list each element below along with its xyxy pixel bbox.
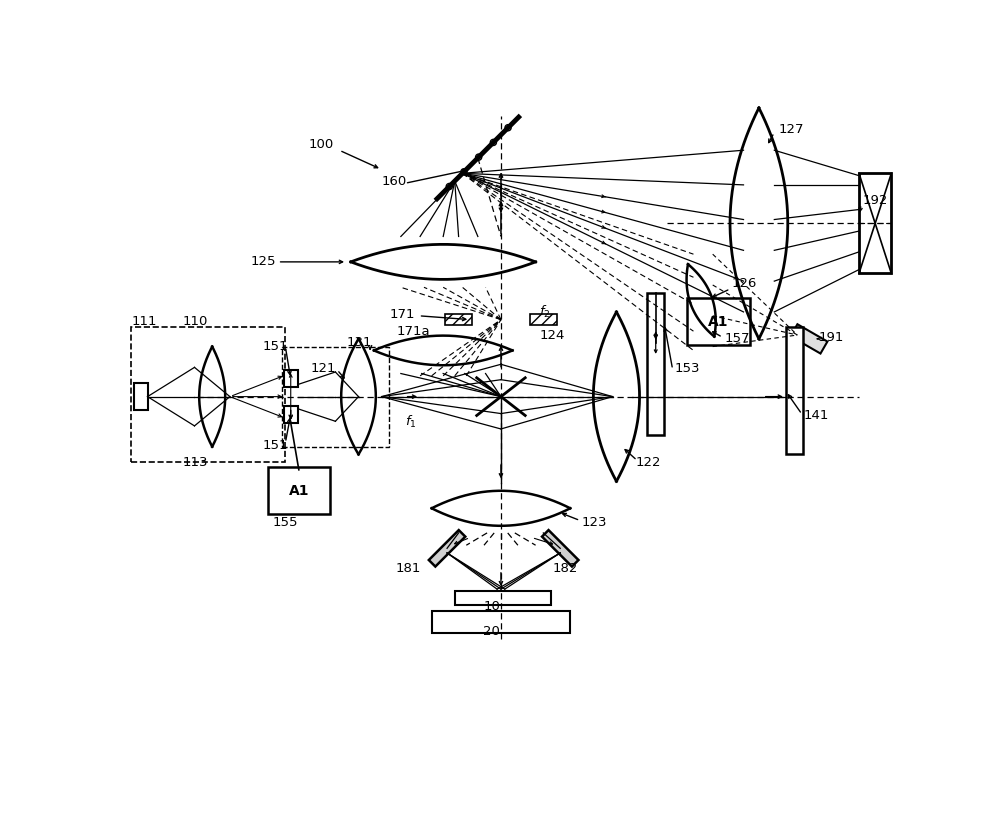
Bar [284,371,298,387]
Bar [647,293,664,435]
Bar [859,173,891,274]
Text: 113: 113 [183,455,208,469]
Text: 10: 10 [483,600,500,613]
Text: 111: 111 [131,316,157,329]
Polygon shape [790,324,827,353]
Text: 171a: 171a [397,325,431,338]
Text: 153: 153 [674,362,700,375]
Bar [445,314,472,326]
Polygon shape [542,530,578,566]
Bar [455,591,551,604]
FancyBboxPatch shape [268,468,330,515]
Text: $f_1$: $f_1$ [405,414,416,430]
Polygon shape [429,530,465,566]
Text: 127: 127 [778,123,804,136]
Text: 151: 151 [262,340,288,353]
Text: 124: 124 [539,329,565,341]
Text: 191: 191 [819,330,844,344]
Text: 155: 155 [272,515,298,529]
Text: 182: 182 [553,562,578,575]
Text: 125: 125 [251,256,276,268]
Text: 171: 171 [389,307,415,321]
Text: 100: 100 [308,138,334,151]
Bar [432,612,570,633]
Text: $f_2$: $f_2$ [539,304,551,320]
Text: 160: 160 [382,174,407,187]
Bar [134,383,148,410]
Text: A1: A1 [708,315,729,329]
Text: 181: 181 [395,562,421,575]
Text: 123: 123 [582,515,607,529]
Text: 151: 151 [262,439,288,451]
Text: 20: 20 [483,625,500,638]
FancyBboxPatch shape [687,298,750,345]
Text: 157: 157 [724,332,750,345]
Text: 121: 121 [311,362,336,375]
Text: 122: 122 [636,455,661,469]
Text: 141: 141 [804,409,829,423]
Bar [284,406,298,423]
Text: 131: 131 [347,336,372,349]
Text: 126: 126 [732,277,757,290]
Bar [530,314,557,326]
Text: 110: 110 [183,316,208,329]
Text: A1: A1 [289,484,309,498]
Bar [786,327,803,455]
Text: 192: 192 [863,194,888,207]
